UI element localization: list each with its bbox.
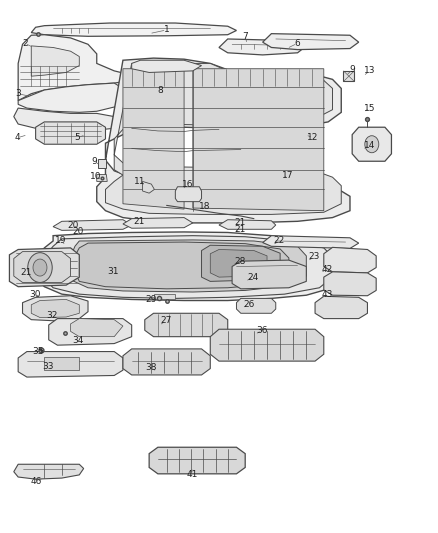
Text: 2: 2	[22, 39, 28, 48]
Polygon shape	[123, 217, 193, 228]
Text: 21: 21	[20, 269, 32, 277]
Text: 28: 28	[234, 257, 246, 265]
Text: 36: 36	[256, 326, 268, 335]
Text: 13: 13	[364, 67, 375, 75]
Text: 15: 15	[364, 103, 375, 112]
Polygon shape	[18, 83, 123, 112]
Polygon shape	[18, 352, 123, 377]
Text: 38: 38	[145, 363, 157, 372]
Text: 29: 29	[146, 295, 157, 304]
Polygon shape	[106, 63, 341, 214]
Polygon shape	[44, 357, 79, 370]
Polygon shape	[123, 69, 184, 209]
Polygon shape	[49, 319, 132, 345]
Polygon shape	[97, 174, 107, 181]
Text: 9: 9	[92, 157, 97, 166]
Polygon shape	[35, 232, 341, 301]
Text: 5: 5	[74, 133, 80, 142]
Text: 43: 43	[321, 289, 333, 298]
Text: 4: 4	[14, 133, 20, 142]
Text: 21: 21	[234, 225, 246, 234]
Polygon shape	[175, 187, 201, 201]
Circle shape	[33, 259, 47, 276]
Polygon shape	[18, 35, 132, 101]
Polygon shape	[71, 319, 123, 337]
Polygon shape	[201, 245, 280, 281]
Polygon shape	[145, 313, 228, 337]
Text: 27: 27	[160, 316, 171, 325]
Polygon shape	[31, 23, 237, 36]
Polygon shape	[132, 60, 201, 72]
Polygon shape	[263, 236, 359, 248]
Text: 18: 18	[199, 203, 211, 212]
Text: 26: 26	[243, 300, 254, 309]
Text: 16: 16	[182, 180, 193, 189]
Polygon shape	[153, 294, 175, 300]
Polygon shape	[35, 122, 106, 144]
Polygon shape	[219, 39, 306, 55]
Polygon shape	[31, 46, 79, 76]
Text: 20: 20	[67, 221, 78, 230]
Polygon shape	[22, 296, 88, 321]
Polygon shape	[14, 252, 71, 282]
Text: 3: 3	[15, 89, 21, 98]
Polygon shape	[123, 349, 210, 375]
Polygon shape	[14, 108, 123, 131]
Text: 42: 42	[321, 265, 333, 273]
Text: 8: 8	[157, 85, 163, 94]
Text: 31: 31	[108, 268, 119, 276]
Text: 1: 1	[164, 26, 170, 35]
Polygon shape	[75, 242, 289, 289]
Polygon shape	[210, 329, 324, 361]
Polygon shape	[237, 298, 276, 313]
Text: 30: 30	[29, 289, 40, 298]
Polygon shape	[324, 272, 376, 296]
Text: 41: 41	[186, 471, 198, 479]
Text: 34: 34	[73, 336, 84, 345]
Polygon shape	[44, 236, 332, 298]
Polygon shape	[263, 34, 359, 50]
Text: 7: 7	[242, 33, 248, 42]
Polygon shape	[352, 127, 392, 161]
Text: 22: 22	[274, 237, 285, 246]
Text: 32: 32	[46, 311, 58, 320]
Text: 9: 9	[349, 66, 355, 74]
Text: 19: 19	[55, 237, 67, 246]
Text: 11: 11	[134, 177, 145, 186]
Polygon shape	[66, 240, 306, 292]
Polygon shape	[232, 260, 306, 289]
Text: 35: 35	[32, 347, 43, 356]
Polygon shape	[31, 300, 79, 318]
Polygon shape	[210, 249, 267, 277]
Polygon shape	[98, 159, 106, 168]
Text: 21: 21	[134, 217, 145, 226]
Polygon shape	[315, 296, 367, 319]
Polygon shape	[343, 71, 354, 82]
Polygon shape	[193, 69, 324, 211]
Text: 6: 6	[295, 39, 300, 48]
Polygon shape	[324, 247, 376, 273]
Text: 23: 23	[308, 253, 320, 261]
Polygon shape	[14, 464, 84, 479]
Circle shape	[365, 136, 379, 153]
Polygon shape	[53, 220, 132, 230]
Text: 12: 12	[307, 133, 318, 142]
Polygon shape	[10, 248, 79, 287]
Circle shape	[28, 253, 52, 282]
Text: 20: 20	[73, 228, 84, 237]
Text: 10: 10	[90, 172, 102, 181]
Text: 46: 46	[31, 478, 42, 486]
Text: 17: 17	[282, 171, 294, 180]
Polygon shape	[143, 181, 154, 193]
Polygon shape	[97, 58, 350, 223]
Polygon shape	[219, 220, 276, 229]
Text: 24: 24	[247, 273, 259, 281]
Text: 14: 14	[364, 141, 375, 150]
Polygon shape	[149, 447, 245, 474]
Text: 21: 21	[234, 219, 246, 228]
Text: 33: 33	[42, 362, 53, 371]
